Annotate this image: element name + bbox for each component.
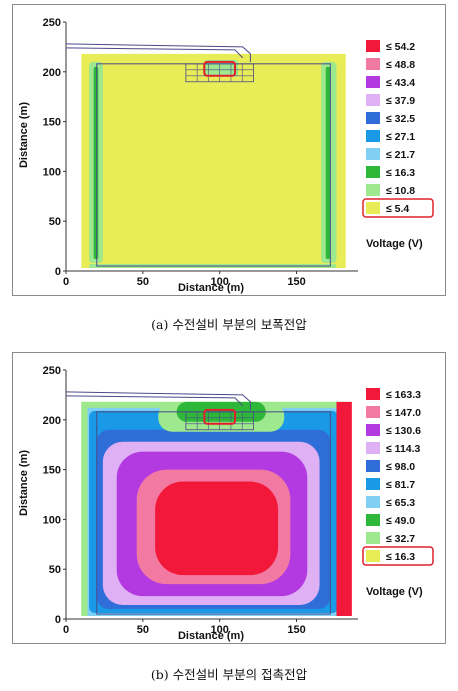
y-tick-label: 100 bbox=[43, 514, 61, 526]
y-tick-label: 150 bbox=[43, 465, 61, 477]
legend-swatch bbox=[366, 424, 380, 436]
legend-swatch bbox=[366, 442, 380, 454]
legend-label: ≤ 32.5 bbox=[386, 113, 415, 125]
legend-title: Voltage (V) bbox=[366, 238, 423, 250]
contour-map bbox=[81, 401, 352, 617]
contour-band bbox=[81, 401, 88, 617]
y-tick-label: 50 bbox=[49, 564, 61, 576]
feeder-line bbox=[65, 391, 251, 410]
legend-swatch bbox=[366, 130, 380, 142]
legend-swatch bbox=[366, 460, 380, 472]
legend-label: ≤ 147.0 bbox=[386, 407, 421, 419]
y-tick-label: 0 bbox=[55, 266, 61, 278]
legend-highlight bbox=[362, 198, 434, 218]
y-tick-label: 150 bbox=[43, 117, 61, 129]
x-tick-label: 50 bbox=[137, 624, 149, 636]
contour-map bbox=[81, 53, 346, 269]
x-tick-label: 0 bbox=[63, 624, 69, 636]
feeder-line bbox=[65, 47, 244, 59]
x-axis-label: Distance (m) bbox=[178, 282, 244, 294]
legend-swatch bbox=[366, 112, 380, 124]
grounding-grid bbox=[65, 43, 331, 267]
y-axis-label: Distance (m) bbox=[18, 450, 30, 516]
legend-label: ≤ 37.9 bbox=[386, 95, 415, 107]
legend-label: ≤ 16.3 bbox=[386, 167, 415, 179]
legend-swatch bbox=[366, 40, 380, 52]
legend-label: ≤ 10.8 bbox=[386, 185, 415, 197]
x-tick-label: 0 bbox=[63, 276, 69, 288]
y-tick-label: 50 bbox=[49, 216, 61, 228]
legend-label: ≤ 32.7 bbox=[386, 533, 415, 545]
y-tick-label: 200 bbox=[43, 415, 61, 427]
step-voltage-chart: 0 50 100 150 200 250 0 50 100 150 ≤ 54.2 ≤ 48.8 ≤ 43… bbox=[18, 17, 434, 294]
legend-label: ≤ 16.3 bbox=[386, 551, 415, 563]
x-tick-label: 50 bbox=[137, 276, 149, 288]
legend-title: Voltage (V) bbox=[366, 586, 423, 598]
legend-swatch bbox=[366, 76, 380, 88]
legend-swatch bbox=[366, 496, 380, 508]
legend-swatch bbox=[366, 478, 380, 490]
legend-swatch bbox=[366, 184, 380, 196]
legend-label: ≤ 49.0 bbox=[386, 515, 415, 527]
legend-swatch bbox=[366, 166, 380, 178]
figure-caption-a: (a) 수전설비 부분의 보폭전압 bbox=[151, 317, 307, 332]
contour-band bbox=[93, 66, 99, 260]
legend-label: ≤ 5.4 bbox=[386, 203, 409, 215]
substation-highlight bbox=[203, 60, 237, 77]
x-tick-label: 100 bbox=[211, 624, 229, 636]
feeder-line bbox=[65, 395, 244, 407]
substation-highlight bbox=[203, 408, 237, 425]
feeder-line bbox=[65, 43, 251, 62]
x-tick-label: 150 bbox=[287, 624, 305, 636]
legend-swatch bbox=[366, 514, 380, 526]
legend-label: ≤ 21.7 bbox=[386, 149, 415, 161]
legend-label: ≤ 114.3 bbox=[386, 443, 421, 455]
step-voltage-panel: 0 50 100 150 200 250 0 50 100 150 ≤ 54.2 ≤ 48.8 ≤ 43… bbox=[12, 4, 446, 296]
contour-band bbox=[155, 481, 279, 576]
touch-voltage-chart: 0 50 100 150 200 250 0 50 100 150 ≤ 163.3 ≤ 147.0 ≤ … bbox=[18, 365, 434, 642]
legend-highlight bbox=[362, 546, 434, 566]
y-tick-label: 0 bbox=[55, 614, 61, 626]
x-tick-label: 150 bbox=[287, 276, 305, 288]
legend-label: ≤ 54.2 bbox=[386, 41, 415, 53]
y-tick-label: 100 bbox=[43, 166, 61, 178]
legend-label: ≤ 27.1 bbox=[386, 131, 415, 143]
legend-swatch bbox=[366, 388, 380, 400]
legend-swatch bbox=[366, 58, 380, 70]
legend-label: ≤ 98.0 bbox=[386, 461, 415, 473]
legend-swatch bbox=[366, 406, 380, 418]
contour-band bbox=[336, 401, 352, 617]
x-axis-label: Distance (m) bbox=[178, 630, 244, 642]
contour-band bbox=[325, 66, 331, 260]
grounding-grid bbox=[65, 391, 331, 615]
legend-swatch bbox=[366, 94, 380, 106]
legend-swatch bbox=[366, 202, 380, 214]
x-tick-label: 100 bbox=[211, 276, 229, 288]
legend-label: ≤ 43.4 bbox=[386, 77, 415, 89]
legend-label: ≤ 65.3 bbox=[386, 497, 415, 509]
y-tick-label: 250 bbox=[43, 365, 61, 377]
legend-swatch bbox=[366, 550, 380, 562]
legend-label: ≤ 163.3 bbox=[386, 389, 421, 401]
legend-label: ≤ 130.6 bbox=[386, 425, 421, 437]
figure-caption-b: (b) 수전설비 부분의 접촉전압 bbox=[150, 667, 308, 682]
y-tick-label: 250 bbox=[43, 17, 61, 29]
legend-swatch bbox=[366, 532, 380, 544]
y-tick-label: 200 bbox=[43, 67, 61, 79]
contour-band bbox=[81, 53, 346, 269]
y-axis-label: Distance (m) bbox=[18, 102, 30, 168]
legend-label: ≤ 48.8 bbox=[386, 59, 415, 71]
legend-label: ≤ 81.7 bbox=[386, 479, 415, 491]
legend-swatch bbox=[366, 148, 380, 160]
touch-voltage-panel: 0 50 100 150 200 250 0 50 100 150 ≤ 163.3 ≤ 147.0 ≤ … bbox=[12, 352, 446, 644]
